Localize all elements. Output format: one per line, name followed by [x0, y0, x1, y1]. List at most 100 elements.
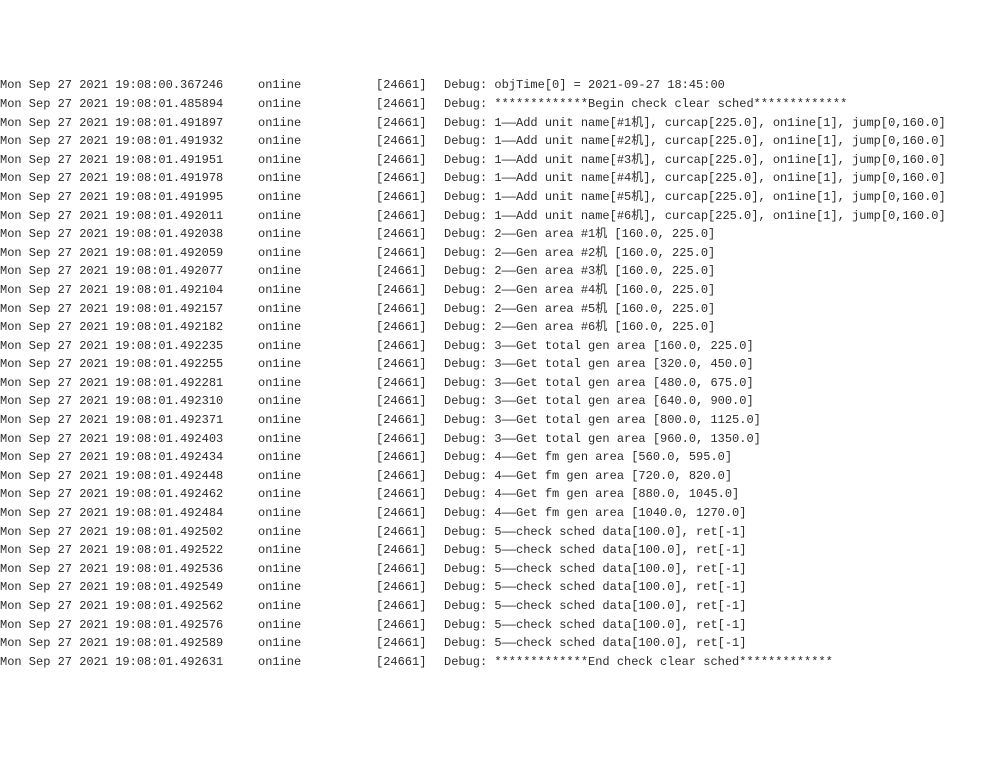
log-line: Mon Sep 27 2021 19:08:01.492182on1ine[24… [0, 318, 1000, 337]
log-message: Debug: 1——Add unit name[#6机], curcap[225… [444, 209, 946, 223]
log-line: Mon Sep 27 2021 19:08:01.492484on1ine[24… [0, 504, 1000, 523]
log-pid: [24661] [376, 616, 444, 635]
log-timestamp: Mon Sep 27 2021 19:08:01.492255 [0, 355, 258, 374]
log-timestamp: Mon Sep 27 2021 19:08:01.492310 [0, 392, 258, 411]
log-source: on1ine [258, 523, 376, 542]
log-pid: [24661] [376, 244, 444, 263]
log-timestamp: Mon Sep 27 2021 19:08:01.492182 [0, 318, 258, 337]
log-pid: [24661] [376, 151, 444, 170]
log-line: Mon Sep 27 2021 19:08:01.492434on1ine[24… [0, 448, 1000, 467]
log-pid: [24661] [376, 541, 444, 560]
log-pid: [24661] [376, 504, 444, 523]
log-pid: [24661] [376, 467, 444, 486]
log-message: Debug: 5——check sched data[100.0], ret[-… [444, 636, 746, 650]
log-message: Debug: 3——Get total gen area [800.0, 112… [444, 413, 761, 427]
log-source: on1ine [258, 225, 376, 244]
log-timestamp: Mon Sep 27 2021 19:08:01.491951 [0, 151, 258, 170]
log-pid: [24661] [376, 225, 444, 244]
log-message: Debug: 3——Get total gen area [960.0, 135… [444, 432, 761, 446]
log-line: Mon Sep 27 2021 19:08:01.492502on1ine[24… [0, 523, 1000, 542]
log-source: on1ine [258, 448, 376, 467]
log-source: on1ine [258, 114, 376, 133]
log-pid: [24661] [376, 114, 444, 133]
log-message: Debug: 3——Get total gen area [160.0, 225… [444, 339, 754, 353]
log-pid: [24661] [376, 262, 444, 281]
log-pid: [24661] [376, 207, 444, 226]
log-line: Mon Sep 27 2021 19:08:01.492104on1ine[24… [0, 281, 1000, 300]
log-line: Mon Sep 27 2021 19:08:01.492077on1ine[24… [0, 262, 1000, 281]
log-pid: [24661] [376, 560, 444, 579]
log-source: on1ine [258, 411, 376, 430]
log-pid: [24661] [376, 132, 444, 151]
log-source: on1ine [258, 653, 376, 672]
log-message: Debug: 3——Get total gen area [320.0, 450… [444, 357, 754, 371]
log-source: on1ine [258, 244, 376, 263]
log-source: on1ine [258, 392, 376, 411]
log-source: on1ine [258, 541, 376, 560]
log-timestamp: Mon Sep 27 2021 19:08:01.492059 [0, 244, 258, 263]
log-pid: [24661] [376, 188, 444, 207]
log-pid: [24661] [376, 523, 444, 542]
log-message: Debug: 2——Gen area #6机 [160.0, 225.0] [444, 320, 715, 334]
log-message: Debug: 1——Add unit name[#3机], curcap[225… [444, 153, 946, 167]
log-message: Debug: 5——check sched data[100.0], ret[-… [444, 599, 746, 613]
log-message: Debug: 5——check sched data[100.0], ret[-… [444, 525, 746, 539]
log-line: Mon Sep 27 2021 19:08:01.492011on1ine[24… [0, 207, 1000, 226]
log-timestamp: Mon Sep 27 2021 19:08:01.492371 [0, 411, 258, 430]
log-source: on1ine [258, 467, 376, 486]
log-source: on1ine [258, 374, 376, 393]
log-output: Mon Sep 27 2021 19:08:00.367246on1ine[24… [0, 76, 1000, 671]
log-pid: [24661] [376, 169, 444, 188]
log-line: Mon Sep 27 2021 19:08:01.491995on1ine[24… [0, 188, 1000, 207]
log-pid: [24661] [376, 318, 444, 337]
log-line: Mon Sep 27 2021 19:08:01.492589on1ine[24… [0, 634, 1000, 653]
log-source: on1ine [258, 207, 376, 226]
log-pid: [24661] [376, 430, 444, 449]
log-message: Debug: objTime[0] = 2021-09-27 18:45:00 [444, 78, 725, 92]
log-message: Debug: 2——Gen area #1机 [160.0, 225.0] [444, 227, 715, 241]
log-pid: [24661] [376, 300, 444, 319]
log-timestamp: Mon Sep 27 2021 19:08:01.492448 [0, 467, 258, 486]
log-message: Debug: 3——Get total gen area [640.0, 900… [444, 394, 754, 408]
log-timestamp: Mon Sep 27 2021 19:08:01.492576 [0, 616, 258, 635]
log-pid: [24661] [376, 337, 444, 356]
log-pid: [24661] [376, 578, 444, 597]
log-pid: [24661] [376, 374, 444, 393]
log-timestamp: Mon Sep 27 2021 19:08:00.367246 [0, 76, 258, 95]
log-message: Debug: 5——check sched data[100.0], ret[-… [444, 618, 746, 632]
log-timestamp: Mon Sep 27 2021 19:08:01.492484 [0, 504, 258, 523]
log-line: Mon Sep 27 2021 19:08:01.492448on1ine[24… [0, 467, 1000, 486]
log-timestamp: Mon Sep 27 2021 19:08:01.492462 [0, 485, 258, 504]
log-line: Mon Sep 27 2021 19:08:01.492310on1ine[24… [0, 392, 1000, 411]
log-message: Debug: 1——Add unit name[#2机], curcap[225… [444, 134, 946, 148]
log-timestamp: Mon Sep 27 2021 19:08:01.492631 [0, 653, 258, 672]
log-line: Mon Sep 27 2021 19:08:01.492235on1ine[24… [0, 337, 1000, 356]
log-timestamp: Mon Sep 27 2021 19:08:01.492434 [0, 448, 258, 467]
log-message: Debug: *************Begin check clear sc… [444, 97, 847, 111]
log-line: Mon Sep 27 2021 19:08:01.492157on1ine[24… [0, 300, 1000, 319]
log-source: on1ine [258, 188, 376, 207]
log-line: Mon Sep 27 2021 19:08:01.492536on1ine[24… [0, 560, 1000, 579]
log-line: Mon Sep 27 2021 19:08:01.491951on1ine[24… [0, 151, 1000, 170]
log-pid: [24661] [376, 485, 444, 504]
log-line: Mon Sep 27 2021 19:08:00.367246on1ine[24… [0, 76, 1000, 95]
log-line: Mon Sep 27 2021 19:08:01.492562on1ine[24… [0, 597, 1000, 616]
log-message: Debug: 4——Get fm gen area [880.0, 1045.0… [444, 487, 739, 501]
log-line: Mon Sep 27 2021 19:08:01.492371on1ine[24… [0, 411, 1000, 430]
log-source: on1ine [258, 597, 376, 616]
log-source: on1ine [258, 430, 376, 449]
log-pid: [24661] [376, 95, 444, 114]
log-source: on1ine [258, 76, 376, 95]
log-line: Mon Sep 27 2021 19:08:01.485894on1ine[24… [0, 95, 1000, 114]
log-pid: [24661] [376, 597, 444, 616]
log-source: on1ine [258, 485, 376, 504]
log-message: Debug: 1——Add unit name[#5机], curcap[225… [444, 190, 946, 204]
log-timestamp: Mon Sep 27 2021 19:08:01.492077 [0, 262, 258, 281]
log-timestamp: Mon Sep 27 2021 19:08:01.492502 [0, 523, 258, 542]
log-line: Mon Sep 27 2021 19:08:01.492631on1ine[24… [0, 653, 1000, 672]
log-source: on1ine [258, 560, 376, 579]
log-line: Mon Sep 27 2021 19:08:01.492281on1ine[24… [0, 374, 1000, 393]
log-line: Mon Sep 27 2021 19:08:01.491978on1ine[24… [0, 169, 1000, 188]
log-timestamp: Mon Sep 27 2021 19:08:01.492522 [0, 541, 258, 560]
log-pid: [24661] [376, 411, 444, 430]
